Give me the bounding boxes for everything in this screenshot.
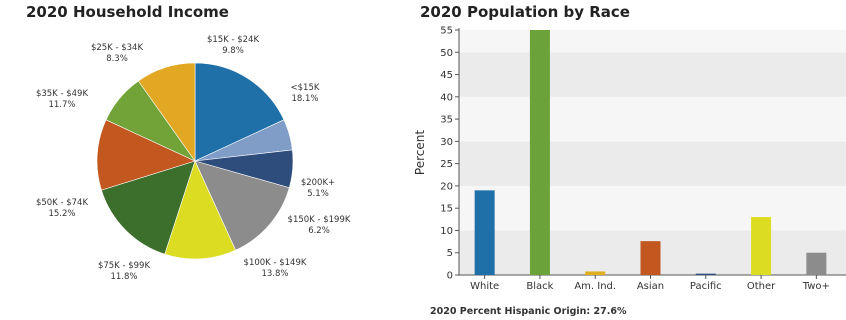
x-tick-label: Other [747, 281, 776, 292]
bar [751, 217, 772, 275]
x-tick-label: Am. Ind. [574, 281, 616, 292]
y-tick-label: 5 [447, 248, 453, 259]
pie-slice-value-label: 8.3% [106, 54, 128, 64]
y-tick-label: 10 [440, 226, 453, 237]
x-tick-label: Black [526, 281, 553, 292]
pie-slice-value-label: 15.2% [48, 209, 75, 219]
x-tick-label: White [470, 281, 499, 292]
bar [695, 273, 716, 275]
pie-slice-label: $25K - $34K [91, 43, 143, 53]
y-tick-label: 25 [440, 159, 453, 170]
x-tick-label: Pacific [690, 281, 722, 292]
pie-slice-value-label: 11.7% [48, 100, 75, 110]
pie-slice-label: $50K - $74K [36, 198, 88, 208]
pie-slice-label: $35K - $49K [36, 89, 88, 99]
population-by-race-bar-chart: 0 5 10 15 20 25 30 35 40 45 50 55 Percent White Black A… [413, 26, 846, 292]
grid-band [459, 52, 846, 97]
y-tick-label: 20 [440, 181, 453, 192]
pie-slice [164, 160, 237, 260]
bar [640, 241, 661, 275]
x-tick-label: Asian [637, 281, 664, 292]
pie-slice [101, 160, 196, 255]
y-axis-label: Percent [413, 130, 427, 175]
hispanic-origin-footnote: 2020 Percent Hispanic Origin: 27.6% [430, 306, 627, 317]
y-tick-label: 40 [440, 92, 453, 103]
pie-slice [194, 62, 285, 162]
grid-band [459, 141, 846, 186]
pie-slice-value-label: 6.2% [308, 226, 330, 236]
pie-slice [96, 119, 196, 191]
grid-band [459, 185, 846, 231]
y-tick-label: 35 [440, 115, 453, 126]
y-tick-label: 15 [440, 204, 453, 215]
pie-slice-value-label: 13.8% [261, 269, 288, 279]
pie-slice-label: $15K - $24K [207, 35, 259, 45]
y-tick-label: 0 [447, 271, 453, 282]
pie-slice-value-label: 9.8% [222, 46, 244, 56]
bar [474, 190, 495, 275]
y-tick-label: 45 [440, 70, 453, 81]
bar-chart-title: 2020 Population by Race [420, 3, 630, 21]
y-tick-label: 50 [440, 48, 453, 59]
pie-slice-value-label: 5.1% [307, 189, 329, 199]
pie-slice-label: $75K - $99K [98, 261, 150, 271]
y-tick-label: 55 [440, 26, 453, 37]
y-tick-label: 30 [440, 137, 453, 148]
bar [529, 30, 550, 275]
pie-chart-title: 2020 Household Income [26, 3, 229, 21]
bar [806, 252, 827, 275]
pie-slice-value-label: 11.8% [110, 272, 137, 282]
bar [585, 271, 606, 275]
pie-slice-label: $150K - $199K [288, 215, 351, 225]
pie-slice-value-label: 18.1% [291, 94, 318, 104]
grid-band [459, 96, 846, 142]
pie-slice-label: $200K+ [301, 178, 335, 188]
grid-band [459, 30, 846, 53]
pie-slice-label: <$15K [291, 83, 320, 93]
pie-slice-label: $100K - $149K [244, 258, 307, 268]
pie-slice [137, 62, 196, 162]
x-tick-label: Two+ [802, 281, 830, 292]
pie-slice [194, 160, 290, 251]
